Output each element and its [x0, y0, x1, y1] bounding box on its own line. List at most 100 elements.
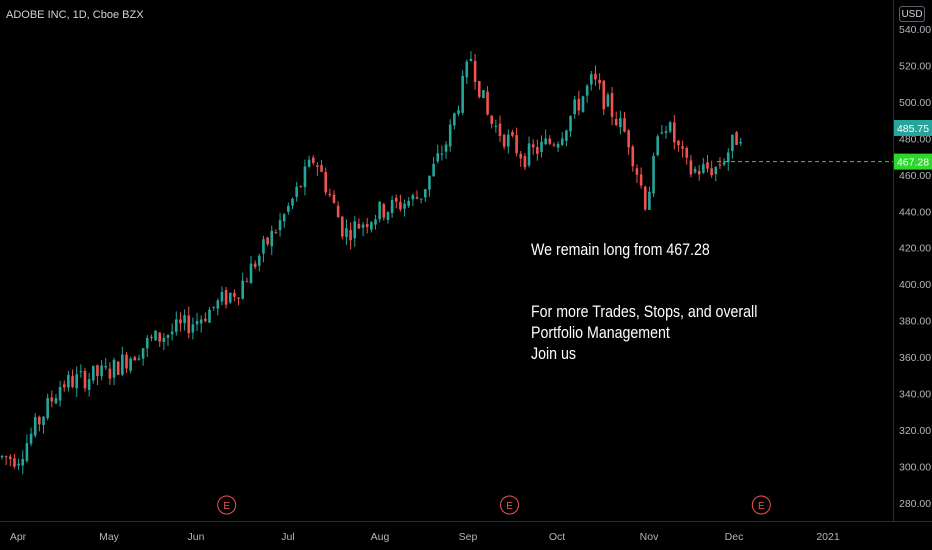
candle-body	[270, 230, 274, 247]
candle-body	[428, 175, 431, 190]
candle-body	[718, 164, 722, 166]
candle-body	[664, 131, 668, 133]
price-tick-label: 360.00	[899, 352, 931, 364]
candle-body	[531, 144, 535, 148]
candle-body	[585, 85, 589, 96]
candle-body	[0, 455, 4, 458]
candle-body	[390, 199, 394, 214]
candle-body	[623, 118, 626, 132]
candle-body	[220, 291, 224, 302]
candle-body	[403, 203, 406, 209]
candle-body	[224, 290, 228, 305]
candle-body	[490, 115, 493, 124]
candle-body	[278, 220, 282, 231]
candle-body	[614, 119, 618, 126]
candle-body	[540, 141, 543, 153]
time-tick-label: Sep	[459, 531, 478, 543]
candle-body	[42, 416, 45, 426]
candle-body	[415, 197, 419, 199]
candle-body	[656, 136, 659, 156]
candle-body	[249, 263, 253, 284]
earnings-marker[interactable]	[217, 495, 237, 515]
symbol-title[interactable]: ADOBE INC, 1D, Cboe BZX	[6, 9, 144, 21]
candle-body	[199, 319, 203, 324]
price-axis: 280.00 300.00 320.00 340.00 360.00 380.00 400.…	[899, 24, 931, 510]
candle-body	[116, 361, 120, 375]
candle-body	[448, 124, 452, 147]
currency-button[interactable]: USD	[899, 6, 925, 22]
candle-body	[324, 172, 327, 193]
candle-body	[432, 163, 435, 177]
candle-body	[121, 354, 124, 375]
candle-body	[731, 134, 734, 152]
candle-body	[170, 331, 174, 335]
entry-price-label-bg	[894, 153, 932, 170]
candle-body	[469, 58, 473, 61]
time-tick-label: Dec	[725, 531, 744, 543]
candle-body	[519, 153, 523, 159]
candle-body	[191, 324, 195, 333]
candle-body	[602, 80, 606, 110]
earnings-marker[interactable]	[500, 495, 520, 515]
candle-body	[714, 166, 718, 175]
price-tick-label: 540.00	[899, 24, 931, 36]
candle-body	[13, 458, 16, 467]
price-tick-label: 340.00	[899, 388, 931, 400]
candle-body	[523, 155, 527, 168]
candle-body	[594, 73, 597, 80]
time-tick-label: Apr	[10, 531, 27, 543]
last-price-label-bg	[894, 119, 932, 136]
candle-body	[145, 338, 149, 349]
time-tick-label: Oct	[549, 531, 565, 543]
candle-body	[453, 113, 456, 126]
candle-body	[374, 219, 377, 225]
candle-body	[735, 132, 738, 145]
candle-body	[544, 138, 547, 145]
price-tick-label: 440.00	[899, 206, 931, 218]
candle-body	[370, 222, 373, 230]
candle-body	[50, 397, 54, 402]
candle-body	[204, 318, 207, 322]
candle-body	[158, 332, 161, 342]
candle-body	[228, 292, 232, 303]
candle-body	[399, 201, 402, 210]
candle-body	[739, 142, 742, 144]
candle-body	[635, 168, 639, 175]
candle-body	[33, 417, 37, 436]
candle-body	[299, 186, 303, 188]
candle-body	[465, 61, 469, 78]
price-tick-label: 420.00	[899, 243, 931, 255]
annotation-line: Join us	[531, 345, 576, 363]
candle-body	[573, 99, 576, 115]
annotation-line: For more Trades, Stops, and overall	[531, 303, 758, 321]
candle-body	[316, 165, 319, 167]
candle-body	[4, 456, 8, 458]
candle-body	[71, 376, 74, 387]
candle-body	[419, 198, 423, 200]
candle-body	[394, 197, 398, 202]
price-tick-label: 280.00	[899, 498, 931, 510]
candle-body	[515, 134, 518, 154]
candle-body	[295, 186, 298, 197]
annotation-line: We remain long from 467.28	[531, 241, 710, 259]
candle-body	[245, 281, 249, 283]
candle-body	[726, 152, 730, 163]
candle-body	[548, 138, 552, 144]
candle-body	[25, 443, 29, 461]
candle-body	[166, 335, 170, 338]
candle-body	[75, 374, 78, 389]
earnings-marker[interactable]	[751, 495, 771, 515]
candle-body	[581, 96, 585, 112]
candle-body	[154, 330, 157, 341]
candle-body	[411, 195, 415, 200]
candle-body	[353, 221, 357, 239]
candle-body	[237, 297, 240, 299]
candle-body	[183, 315, 186, 324]
candle-body	[38, 416, 41, 425]
candle-body	[336, 205, 340, 218]
time-tick-label: May	[99, 531, 120, 543]
candle-body	[258, 255, 261, 266]
candle-body	[702, 164, 705, 173]
